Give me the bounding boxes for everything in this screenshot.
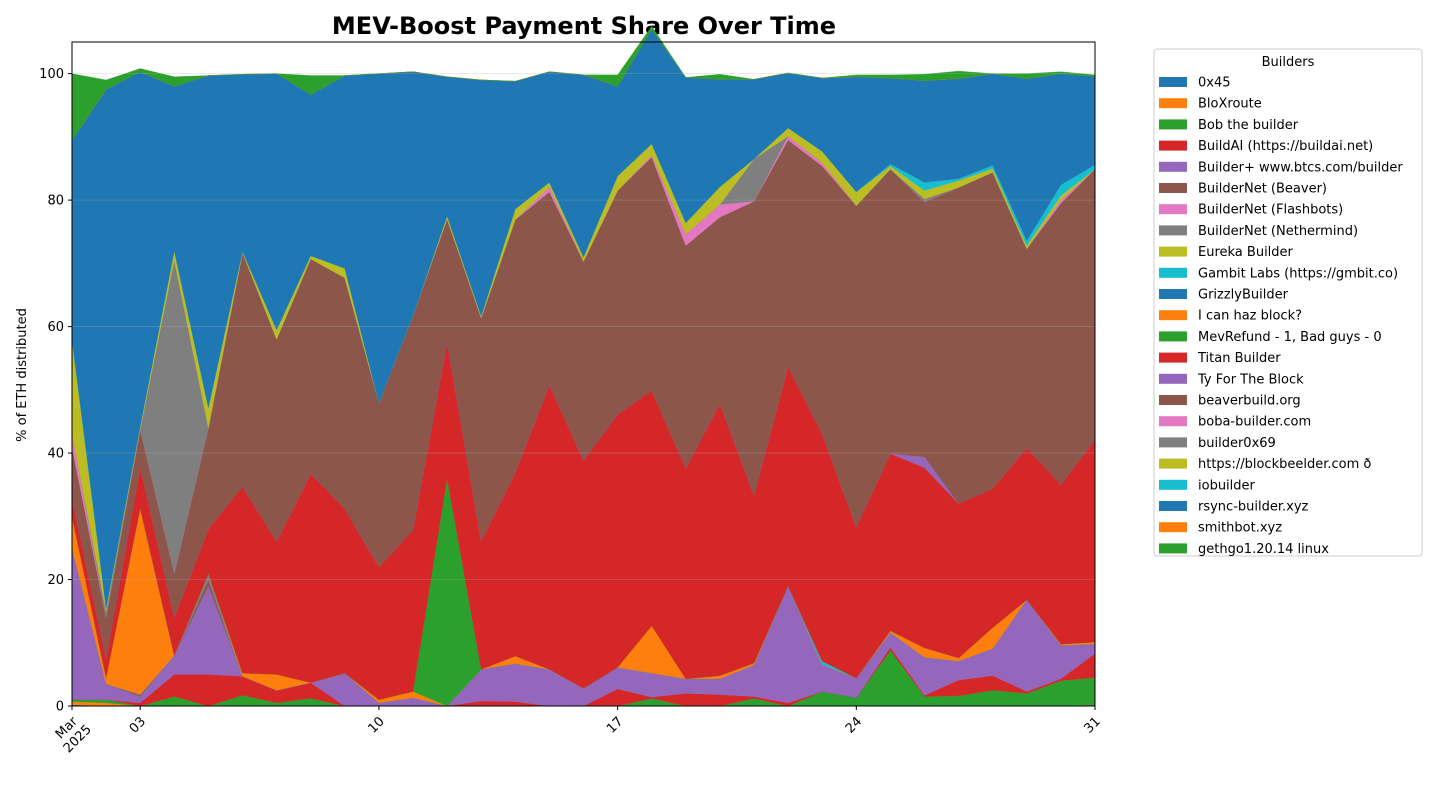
y-tick-label: 80 bbox=[47, 194, 64, 209]
legend-swatch bbox=[1159, 395, 1187, 405]
y-tick-label: 20 bbox=[47, 573, 64, 588]
legend-label: Bob the builder bbox=[1198, 118, 1299, 133]
y-axis: 0 20 40 60 80 100 bbox=[39, 67, 72, 714]
x-tick-label: 03 bbox=[127, 714, 149, 736]
legend-label: builder0x69 bbox=[1198, 436, 1276, 451]
legend: Builders 0x45 BloXroute Bob the builder Buil… bbox=[1154, 49, 1422, 557]
x-tick-label: 31 bbox=[1082, 714, 1104, 736]
legend-swatch bbox=[1159, 141, 1187, 151]
legend-swatch bbox=[1159, 353, 1187, 363]
legend-title: Builders bbox=[1262, 55, 1315, 70]
legend-label: GrizzlyBuilder bbox=[1198, 288, 1289, 303]
legend-label: MevRefund - 1, Bad guys - 0 bbox=[1198, 330, 1382, 345]
legend-label: I can haz block? bbox=[1198, 309, 1302, 324]
y-tick-label: 0 bbox=[56, 700, 64, 715]
legend-label: boba-builder.com bbox=[1198, 415, 1311, 430]
x-tick-label: 10 bbox=[365, 714, 387, 736]
legend-label: beaverbuild.org bbox=[1198, 394, 1301, 409]
legend-label: rsync-builder.xyz bbox=[1198, 500, 1309, 515]
legend-swatch bbox=[1159, 204, 1187, 214]
x-axis: Mar2025 03 10 17 24 31 bbox=[53, 706, 1104, 756]
legend-swatch bbox=[1159, 437, 1187, 447]
legend-swatch bbox=[1159, 77, 1187, 87]
x-tick-label: 24 bbox=[843, 714, 865, 736]
y-tick-label: 60 bbox=[47, 320, 64, 335]
legend-swatch bbox=[1159, 480, 1187, 490]
y-axis-label: % of ETH distributed bbox=[15, 308, 30, 442]
legend-label: BuilderNet (Nethermind) bbox=[1198, 224, 1358, 239]
legend-label: BuildAI (https://buildai.net) bbox=[1198, 139, 1373, 154]
legend-swatch bbox=[1159, 289, 1187, 299]
legend-swatch bbox=[1159, 522, 1187, 532]
legend-label: BuilderNet (Beaver) bbox=[1198, 182, 1327, 197]
legend-label: iobuilder bbox=[1198, 478, 1256, 493]
legend-swatch bbox=[1159, 162, 1187, 172]
legend-swatch bbox=[1159, 501, 1187, 511]
legend-swatch bbox=[1159, 225, 1187, 235]
legend-swatch bbox=[1159, 268, 1187, 278]
legend-label: Gambit Labs (https://gmbit.co) bbox=[1198, 266, 1398, 281]
legend-swatch bbox=[1159, 310, 1187, 320]
legend-swatch bbox=[1159, 543, 1187, 553]
legend-label: Titan Builder bbox=[1197, 351, 1281, 366]
legend-swatch bbox=[1159, 247, 1187, 257]
legend-label: Eureka Builder bbox=[1198, 245, 1294, 260]
legend-label: BloXroute bbox=[1198, 97, 1262, 112]
legend-swatch bbox=[1159, 98, 1187, 108]
legend-swatch bbox=[1159, 183, 1187, 193]
legend-label: 0x45 bbox=[1198, 76, 1231, 91]
legend-label: https://blockbeelder.com ð bbox=[1198, 457, 1403, 472]
legend-swatch bbox=[1159, 416, 1187, 426]
y-tick-label: 40 bbox=[47, 447, 64, 462]
x-tick-label: 17 bbox=[604, 714, 626, 736]
legend-label: gethgo1.20.14 linux bbox=[1198, 542, 1329, 557]
y-tick-label: 100 bbox=[39, 67, 64, 82]
plot-area bbox=[72, 26, 1095, 706]
legend-swatch bbox=[1159, 459, 1187, 469]
legend-swatch bbox=[1159, 374, 1187, 384]
legend-label: Ty For The Block bbox=[1197, 372, 1304, 387]
legend-swatch bbox=[1159, 119, 1187, 129]
legend-label: Builder+ www.btcs.com/builder bbox=[1198, 160, 1403, 175]
chart-title: MEV-Boost Payment Share Over Time bbox=[332, 12, 836, 40]
legend-label: BuilderNet (Flashbots) bbox=[1198, 203, 1343, 218]
legend-label: smithbot.xyz bbox=[1198, 521, 1282, 536]
legend-swatch bbox=[1159, 331, 1187, 341]
